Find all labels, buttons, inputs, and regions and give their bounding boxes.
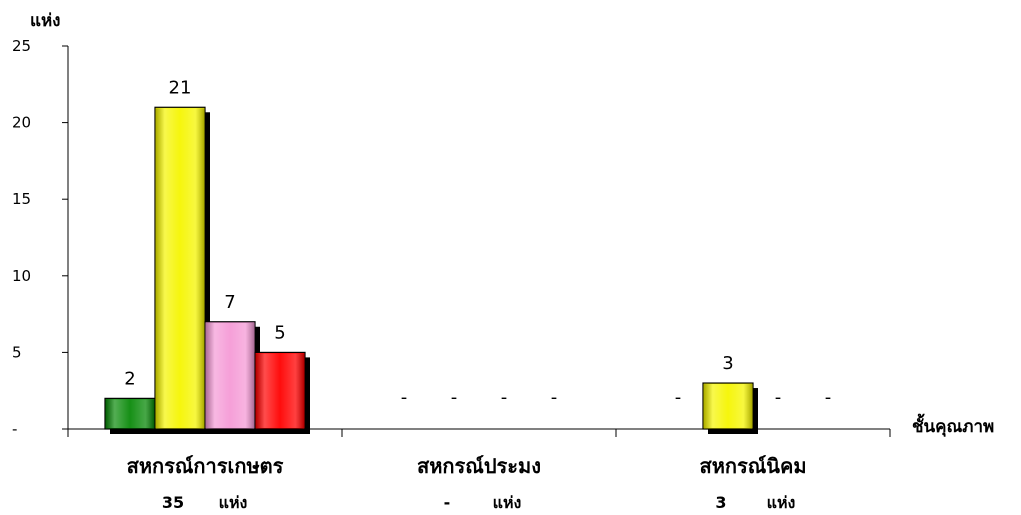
y-tick-label: 25 <box>12 37 31 55</box>
bar-bevel <box>106 399 154 428</box>
category-total-unit: แห่ง <box>219 493 248 512</box>
category-label: สหกรณ์การเกษตร <box>127 454 284 478</box>
category-labels: สหกรณ์การเกษตร 35 แห่ง สหกรณ์ประมง - แห่ง สหกร… <box>127 454 807 512</box>
data-label: - <box>401 387 408 408</box>
data-labels: 2 21 7 5 - - - - - 3 - - <box>124 77 831 408</box>
bar-bevel <box>156 108 204 428</box>
category-label: สหกรณ์ประมง <box>417 454 541 478</box>
data-label: - <box>501 387 508 408</box>
data-label: 2 <box>124 368 135 389</box>
data-label: - <box>675 387 682 408</box>
y-tick-label: - <box>12 420 17 438</box>
x-axis-title: ชั้นคุณภาพ <box>912 413 994 437</box>
y-tick-label: 5 <box>12 343 22 361</box>
bar-bevel <box>704 384 752 428</box>
data-label: 21 <box>169 77 192 98</box>
y-axis-title: แห่ง <box>30 11 60 31</box>
category-total-unit: แห่ง <box>767 493 796 512</box>
y-tick-label: 10 <box>12 267 31 285</box>
category-label: สหกรณ์นิคม <box>699 454 806 478</box>
bar-marks <box>104 106 758 434</box>
data-label: 5 <box>274 322 285 343</box>
y-tick-label: 20 <box>12 114 31 132</box>
category-total-value: 35 <box>162 493 184 512</box>
data-label: 7 <box>224 292 235 313</box>
data-label: - <box>551 387 558 408</box>
y-tick-label: 15 <box>12 190 31 208</box>
category-total-unit: แห่ง <box>493 493 522 512</box>
data-label: - <box>775 387 782 408</box>
data-label: - <box>825 387 832 408</box>
category-total-value: - <box>444 493 451 512</box>
bar-bevel <box>206 322 254 428</box>
data-label: - <box>451 387 458 408</box>
category-total-value: 3 <box>715 493 726 512</box>
bar-bevel <box>256 353 304 428</box>
data-label: 3 <box>722 353 733 374</box>
